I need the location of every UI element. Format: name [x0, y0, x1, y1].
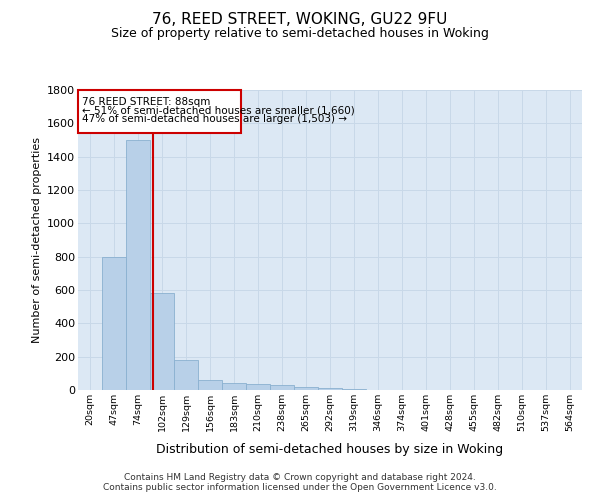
Text: Contains HM Land Registry data © Crown copyright and database right 2024.: Contains HM Land Registry data © Crown c… — [124, 472, 476, 482]
Bar — [198, 380, 222, 390]
Bar — [222, 384, 246, 390]
Bar — [318, 388, 342, 390]
Text: ← 51% of semi-detached houses are smaller (1,660): ← 51% of semi-detached houses are smalle… — [82, 106, 355, 116]
Bar — [126, 140, 150, 390]
Bar — [342, 389, 366, 390]
Text: Distribution of semi-detached houses by size in Woking: Distribution of semi-detached houses by … — [157, 442, 503, 456]
FancyBboxPatch shape — [78, 90, 241, 132]
Bar — [174, 360, 198, 390]
Y-axis label: Number of semi-detached properties: Number of semi-detached properties — [32, 137, 41, 343]
Text: 76, REED STREET, WOKING, GU22 9FU: 76, REED STREET, WOKING, GU22 9FU — [152, 12, 448, 28]
Text: Contains public sector information licensed under the Open Government Licence v3: Contains public sector information licen… — [103, 484, 497, 492]
Bar — [150, 294, 174, 390]
Bar — [270, 385, 294, 390]
Bar — [294, 386, 318, 390]
Text: Size of property relative to semi-detached houses in Woking: Size of property relative to semi-detach… — [111, 28, 489, 40]
Bar — [102, 256, 126, 390]
Text: 47% of semi-detached houses are larger (1,503) →: 47% of semi-detached houses are larger (… — [82, 114, 347, 124]
Text: 76 REED STREET: 88sqm: 76 REED STREET: 88sqm — [82, 97, 210, 107]
Bar — [246, 384, 270, 390]
